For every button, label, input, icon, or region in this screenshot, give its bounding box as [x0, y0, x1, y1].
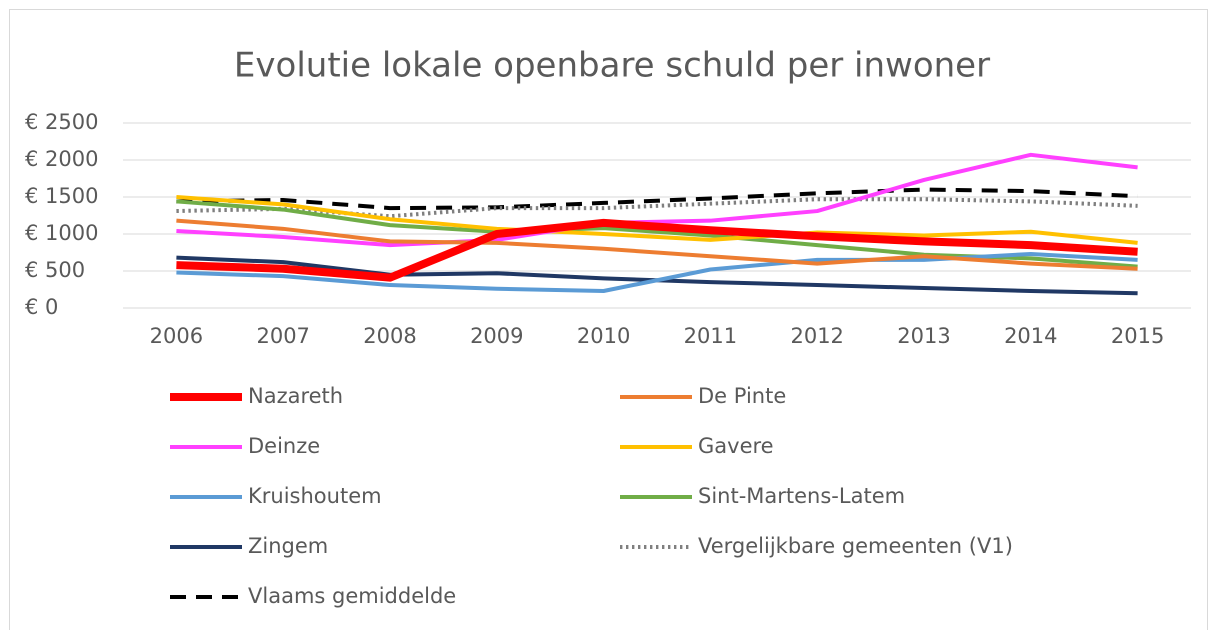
legend-label: Gavere — [698, 434, 774, 458]
legend-label: Deinze — [248, 434, 320, 458]
series-line — [176, 197, 1138, 219]
legend-label: Vlaams gemiddelde — [248, 584, 456, 608]
legend-label: Nazareth — [248, 384, 343, 408]
x-tick-label: 2006 — [150, 324, 203, 348]
series-line — [176, 152, 1138, 248]
y-tick-label: € 2500 — [25, 110, 98, 134]
series-line — [176, 218, 1138, 282]
legend-label: Vergelijkbare gemeenten (V1) — [698, 534, 1013, 558]
series-line — [176, 218, 1138, 271]
chart-title: Evolutie lokale openbare schuld per inwo… — [234, 46, 990, 86]
legend-label: Zingem — [248, 534, 328, 558]
legend-label: Kruishoutem — [248, 484, 382, 508]
x-tick-label: 2010 — [577, 324, 630, 348]
x-tick-label: 2008 — [363, 324, 416, 348]
x-tick-label: 2007 — [256, 324, 309, 348]
y-tick-label: € 1500 — [25, 184, 98, 208]
x-tick-label: 2014 — [1004, 324, 1057, 348]
y-tick-label: € 0 — [25, 295, 58, 319]
y-tick-label: € 1000 — [25, 221, 98, 245]
x-tick-label: 2015 — [1111, 324, 1164, 348]
legend-label: De Pinte — [698, 384, 786, 408]
series-line — [176, 195, 1138, 245]
series-line — [176, 187, 1138, 211]
x-tick-label: 2013 — [897, 324, 950, 348]
y-tick-label: € 500 — [25, 258, 85, 282]
legend-label: Sint-Martens-Latem — [698, 484, 905, 508]
y-tick-label: € 2000 — [25, 147, 98, 171]
series-line — [176, 251, 1138, 293]
chart-frame — [9, 9, 1208, 630]
x-tick-label: 2011 — [684, 324, 737, 348]
x-tick-label: 2009 — [470, 324, 523, 348]
x-tick-label: 2012 — [790, 324, 843, 348]
